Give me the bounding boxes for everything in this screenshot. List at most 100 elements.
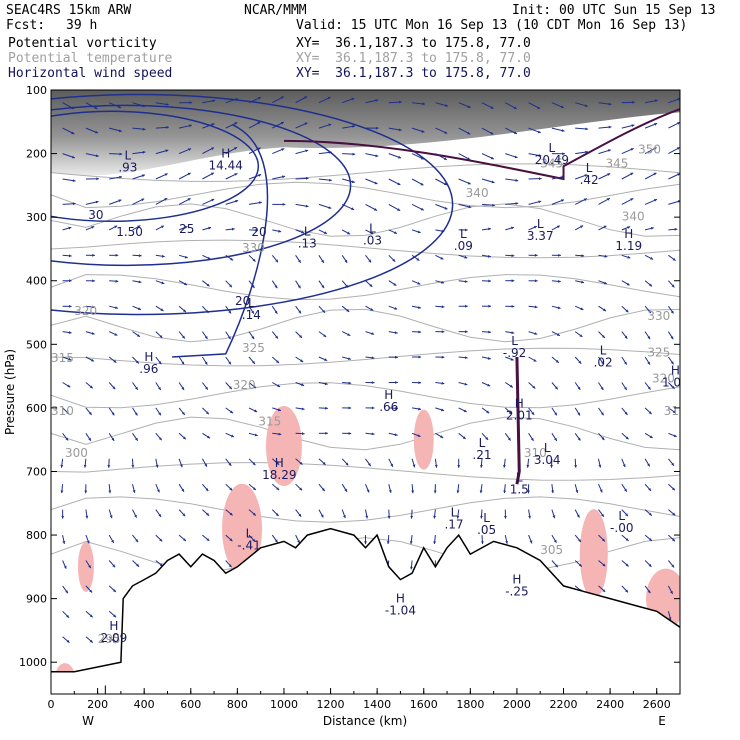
wind-arrow-head	[325, 431, 328, 435]
wind-arrow-head	[187, 172, 191, 176]
extremum-marker: L	[600, 344, 607, 358]
wind-arrow-head	[305, 204, 309, 208]
wind-arrow-head	[418, 355, 422, 359]
wind-arrow-head	[324, 231, 327, 234]
wind-arrow-head	[252, 360, 255, 364]
wind-arrow-head	[95, 154, 99, 158]
pv-column-contour	[515, 357, 521, 485]
extremum-value: -.00	[610, 521, 633, 535]
y-tick-label: 400	[26, 275, 47, 288]
extremum-value: 1.5	[510, 483, 529, 497]
wind-arrow-head	[433, 541, 437, 544]
wind-arrow-head	[92, 279, 95, 283]
wind-arrow-head	[371, 332, 375, 335]
wind-arrow-head	[251, 284, 255, 288]
wind-arrow-head	[671, 284, 675, 288]
theta-isentrope	[51, 462, 680, 481]
wind-arrow-head	[584, 174, 588, 177]
wind-arrow-head	[395, 381, 398, 384]
wind-arrow-head	[274, 539, 278, 543]
wind-arrow-head	[527, 490, 530, 494]
wind-arrow-head	[627, 255, 631, 259]
extremum-value: 14.44	[209, 158, 243, 172]
wind-arrow-head	[109, 515, 113, 519]
extremum-value: -1.04	[385, 604, 416, 618]
wind-arrow-head	[276, 360, 279, 363]
wind-arrow-head	[607, 173, 611, 176]
wind-arrow-head	[254, 433, 258, 437]
wind-arrow-head	[515, 178, 519, 182]
wind-arrow-head	[394, 307, 398, 310]
wind-arrow-head	[370, 308, 374, 311]
extremum-marker: L	[246, 527, 253, 541]
wind-arrow-head	[528, 515, 531, 519]
theta-contour-label: 300	[65, 446, 88, 460]
wind-arrow-head	[205, 411, 209, 415]
wind-arrow-head	[557, 306, 561, 310]
pv-shaded-region	[265, 406, 302, 487]
wind-arrow-head	[631, 124, 635, 127]
wind-arrow-head	[188, 148, 192, 151]
extremum-value: .02	[594, 356, 613, 370]
wind-arrow-head	[464, 280, 468, 283]
theta-isentrope	[51, 382, 680, 409]
theta-contour-label: 320	[233, 378, 256, 392]
wind-arrow-head	[254, 409, 258, 412]
theta-contour-label: 320	[74, 304, 97, 318]
org-label: NCAR/MMM	[244, 3, 307, 18]
wind-arrow-head	[578, 539, 581, 542]
wind-arrow-head	[71, 155, 75, 159]
wind-arrow-head	[322, 462, 326, 465]
wind-arrow-head	[630, 148, 634, 151]
wind-arrow-head	[409, 541, 413, 544]
wind-arrow-head	[434, 464, 438, 468]
extremum-marker: L	[125, 148, 132, 162]
wind-arrow-head	[72, 179, 76, 182]
wind-arrow-head	[275, 259, 278, 263]
wind-arrow-head	[158, 412, 161, 416]
wind-arrow-head	[135, 386, 138, 390]
wind-arrow-head	[368, 259, 372, 263]
wind-arrow-head	[578, 360, 582, 364]
wind-arrow-head	[648, 488, 651, 491]
wind-arrow-head	[511, 279, 515, 283]
wind-arrow-head	[211, 198, 215, 202]
wind-arrow-head	[71, 106, 75, 109]
wind-arrow-head	[352, 152, 356, 156]
extremum-marker: L	[537, 217, 544, 231]
extremum-marker: L	[479, 436, 486, 450]
wind-arrow-head	[507, 437, 511, 441]
wind-arrow-head	[365, 515, 369, 519]
wind-arrow-head	[89, 589, 93, 593]
extremum-marker: L	[451, 506, 458, 520]
wind-arrow-head	[112, 640, 116, 643]
wind-arrow-head	[351, 180, 355, 184]
wind-arrow-head	[184, 226, 188, 229]
theta-contour-label: 325	[647, 345, 670, 359]
wind-arrow-head	[90, 358, 94, 362]
wind-arrow-head	[599, 489, 603, 493]
wind-arrow-head	[371, 406, 375, 410]
wind-arrow-head	[280, 122, 284, 125]
wind-arrow-head	[161, 281, 165, 285]
wind-arrow-head	[464, 356, 468, 359]
wind-arrow-head	[351, 97, 355, 101]
wind-arrow-head	[113, 614, 117, 618]
wind-arrow-head	[72, 202, 76, 206]
wind-arrow-head	[212, 99, 216, 103]
wind-arrow-head	[534, 305, 538, 309]
extremum-marker: H	[671, 363, 680, 377]
wind-arrow-head	[136, 563, 140, 567]
wind-arrow-head	[418, 306, 421, 309]
wind-arrow-head	[624, 488, 627, 492]
wind-arrow-head	[208, 226, 212, 230]
extremum-marker: H	[384, 388, 393, 402]
wind-arrow-head	[301, 383, 305, 386]
wind-arrow-head	[626, 282, 630, 286]
wind-arrow-head	[158, 387, 161, 390]
wind-arrow-head	[325, 406, 328, 410]
wind-arrow-head	[282, 175, 285, 179]
fcst-label: Fcst:	[6, 18, 46, 33]
wind-arrow-head	[648, 563, 652, 567]
wind-arrow-head	[141, 198, 145, 202]
